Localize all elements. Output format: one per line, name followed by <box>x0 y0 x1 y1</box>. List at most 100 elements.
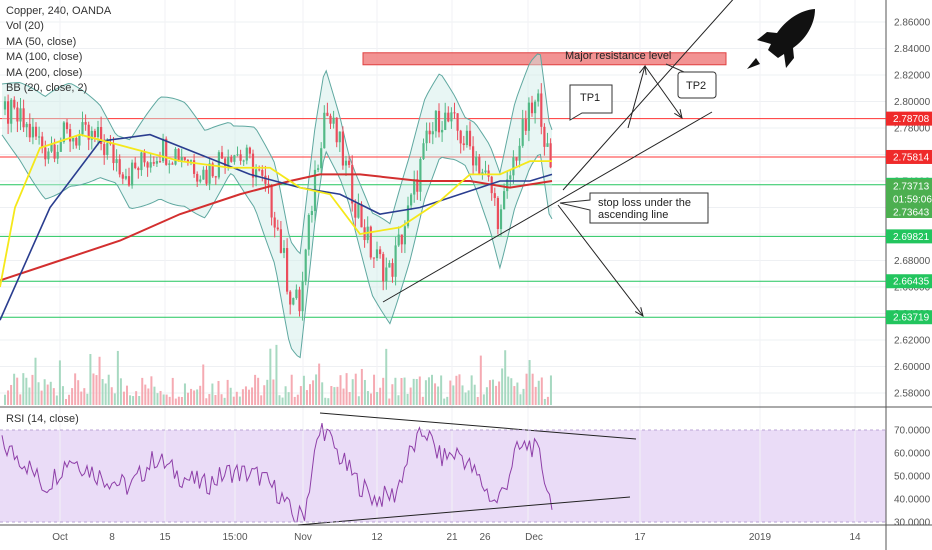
candle-body <box>444 112 447 130</box>
volume-bar <box>296 394 299 405</box>
candle-body <box>75 137 78 146</box>
volume-bar <box>449 380 452 405</box>
volume-bar <box>394 377 397 405</box>
candle-body <box>251 153 255 178</box>
candle-body <box>199 179 202 182</box>
volume-bar <box>391 384 394 405</box>
volume-bar <box>190 388 193 405</box>
volume-bar <box>485 387 488 405</box>
candle-body <box>121 174 124 179</box>
candle-body <box>496 198 499 230</box>
volume-bar <box>397 395 400 405</box>
candle-body <box>69 129 72 142</box>
volume-bar <box>501 368 504 405</box>
time-axis-label: 14 <box>849 532 861 543</box>
volume-bar <box>321 382 324 405</box>
candle-body <box>351 164 354 204</box>
candle-body <box>410 194 413 206</box>
candle-body <box>267 183 270 186</box>
candle-body <box>180 157 183 162</box>
candle-body <box>298 289 301 312</box>
volume-bar <box>199 385 202 405</box>
volume-bar <box>10 384 13 405</box>
candle-body <box>28 123 31 138</box>
candle-body <box>255 169 258 178</box>
volume-bar <box>159 390 162 405</box>
candle-body <box>301 281 304 312</box>
current-price-tag <box>886 192 932 205</box>
candle-body <box>320 148 323 169</box>
volume-bar <box>513 386 516 405</box>
volume-bar <box>330 386 333 405</box>
time-axis-label: Nov <box>294 532 312 543</box>
candle-body <box>84 122 87 125</box>
volume-bar <box>333 387 336 405</box>
candle-body <box>338 131 341 143</box>
rsi-axis-label: 40.0000 <box>894 495 931 506</box>
volume-bar <box>83 388 86 405</box>
candle-body <box>239 154 242 161</box>
candle-body <box>416 179 419 192</box>
volume-bar <box>543 398 546 405</box>
volume-bar <box>13 373 16 405</box>
volume-bar <box>40 390 43 405</box>
candle-body <box>406 205 410 227</box>
volume-bar <box>220 394 223 405</box>
candle-body <box>100 126 103 144</box>
candle-body <box>186 159 189 162</box>
volume-bar <box>437 386 440 405</box>
volume-bar <box>129 395 132 405</box>
volume-bar <box>263 385 266 405</box>
candle-body <box>428 130 431 135</box>
volume-bar <box>144 384 147 405</box>
stop-loss-label-line1: stop loss under the <box>598 197 691 209</box>
rsi-axis-label: 60.0000 <box>894 449 931 460</box>
candle-body <box>475 156 478 166</box>
time-axis-label: Dec <box>525 532 543 543</box>
chart-legend: Copper, 240, OANDA Vol (20) MA (50, clos… <box>6 4 111 96</box>
volume-bar <box>467 390 470 405</box>
candle-body <box>19 108 22 122</box>
price-axis-label: 2.68000 <box>894 256 931 267</box>
candle-body <box>397 234 400 246</box>
ma200-line <box>0 173 553 282</box>
candle-body <box>348 160 351 165</box>
candle-body <box>233 155 236 162</box>
candle-body <box>527 102 530 131</box>
rsi-legend: RSI (14, close) <box>6 413 79 425</box>
candle-body <box>34 126 38 137</box>
volume-bar <box>266 379 269 405</box>
volume-bar <box>107 374 110 405</box>
candle-body <box>220 152 224 159</box>
candle-body <box>323 112 326 149</box>
volume-bar <box>370 393 372 405</box>
volume-bar <box>257 377 260 405</box>
candle-body <box>434 110 437 132</box>
bollinger-fill <box>2 53 552 358</box>
volume-bar <box>522 388 525 405</box>
candle-body <box>137 168 140 171</box>
tp1-arrow-path <box>627 65 646 129</box>
volume-bar <box>412 378 415 405</box>
volume-bar <box>71 388 74 405</box>
volume-bar <box>61 386 64 405</box>
candle-body <box>10 99 13 124</box>
volume-bar <box>74 373 77 405</box>
volume-bar <box>440 375 443 405</box>
tp2-arrowhead <box>674 109 683 120</box>
volume-bar <box>275 344 278 405</box>
time-axis-label: 26 <box>479 532 491 543</box>
candle-body <box>96 126 100 138</box>
volume-bar <box>488 380 491 405</box>
level-price-tag <box>886 274 932 289</box>
candle-body <box>437 110 441 133</box>
candle-body <box>459 130 462 144</box>
candle-body <box>189 160 193 162</box>
candle-body <box>413 179 416 195</box>
resistance-label: Major resistance level <box>565 50 671 62</box>
candle-body <box>310 211 313 215</box>
volume-bar <box>22 373 25 405</box>
volume-bar <box>260 395 263 405</box>
volume-bar <box>324 397 327 405</box>
